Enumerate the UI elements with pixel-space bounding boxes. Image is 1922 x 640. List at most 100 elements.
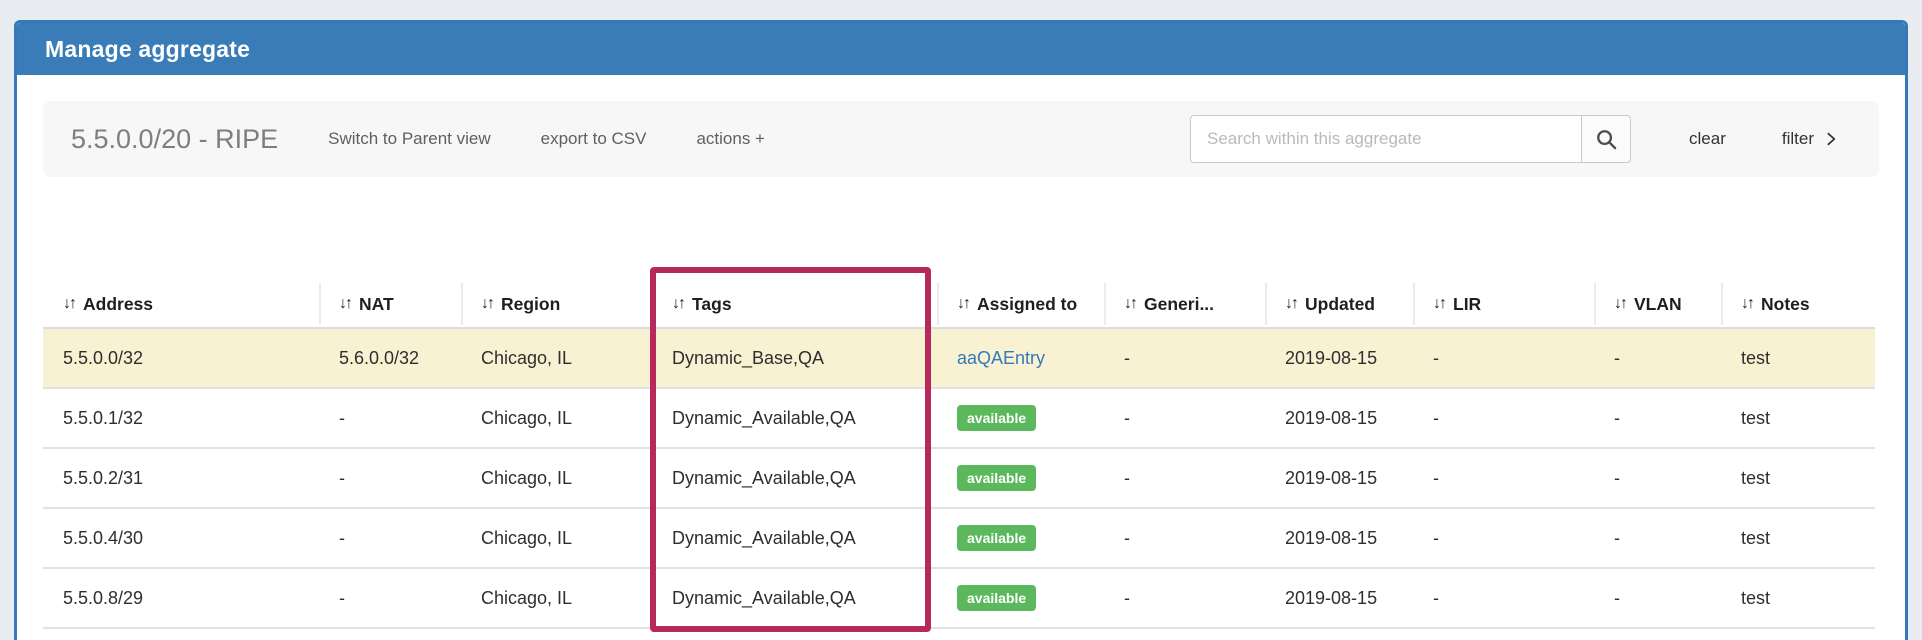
column-header-vlan[interactable]: ↓↑ VLAN [1594, 281, 1721, 327]
cell-nat: 5.6.0.0/32 [319, 329, 461, 389]
sort-icon: ↓↑ [1614, 295, 1628, 312]
cell-address: 5.5.0.8/29 [43, 569, 319, 629]
search-group [1190, 115, 1632, 163]
cell-updated: 2019-08-15 [1265, 449, 1413, 509]
sort-icon: ↓↑ [672, 295, 686, 312]
cell-tags: Dynamic_Base,QA [652, 329, 937, 389]
table-row[interactable]: 5.5.0.0/32 5.6.0.0/32 Chicago, IL Dynami… [43, 329, 1875, 389]
table-row[interactable]: 5.5.0.2/31 - Chicago, IL Dynamic_Availab… [43, 449, 1875, 509]
column-header-notes[interactable]: ↓↑ Notes [1721, 281, 1875, 327]
column-label: Region [501, 293, 561, 314]
cell-generic: - [1104, 389, 1265, 449]
sort-icon: ↓↑ [63, 295, 77, 312]
chevron-right-icon [1823, 131, 1839, 147]
filter-button[interactable]: filter [1782, 129, 1839, 149]
cell-region: Chicago, IL [461, 449, 652, 509]
cell-region: Chicago, IL [461, 509, 652, 569]
assigned-entry-link[interactable]: aaQAEntry [957, 347, 1046, 368]
cell-tags: Dynamic_Available,QA [652, 509, 937, 569]
sort-icon: ↓↑ [957, 295, 971, 312]
sort-icon: ↓↑ [1285, 295, 1299, 312]
status-badge: available [957, 585, 1037, 611]
switch-parent-view-link[interactable]: Switch to Parent view [328, 129, 491, 148]
column-header-tags[interactable]: ↓↑ Tags [652, 281, 937, 327]
cell-region: Chicago, IL [461, 569, 652, 629]
cell-vlan: - [1594, 389, 1721, 449]
cell-updated: 2019-08-15 [1265, 329, 1413, 389]
column-header-lir[interactable]: ↓↑ LIR [1413, 281, 1594, 327]
cell-nat: - [319, 509, 461, 569]
sort-icon: ↓↑ [1433, 295, 1447, 312]
cell-address: 5.5.0.0/32 [43, 329, 319, 389]
cell-vlan: - [1594, 509, 1721, 569]
sort-icon: ↓↑ [481, 295, 495, 312]
aggregate-label: 5.5.0.0/20 - RIPE [71, 123, 279, 154]
sort-icon: ↓↑ [339, 295, 353, 312]
cell-region: Chicago, IL [461, 389, 652, 449]
cell-lir: - [1413, 389, 1594, 449]
cell-lir: - [1413, 569, 1594, 629]
column-header-region[interactable]: ↓↑ Region [461, 281, 652, 327]
cell-nat: - [319, 449, 461, 509]
cell-address: 5.5.0.2/31 [43, 449, 319, 509]
cell-lir: - [1413, 449, 1594, 509]
filter-label: filter [1781, 129, 1814, 148]
search-button[interactable] [1581, 115, 1632, 163]
cell-updated: 2019-08-15 [1265, 509, 1413, 569]
search-icon [1595, 128, 1618, 151]
panel-header: Manage aggregate [17, 23, 1905, 75]
column-label: NAT [359, 293, 394, 314]
cell-generic: - [1104, 329, 1265, 389]
cell-vlan: - [1594, 329, 1721, 389]
status-badge: available [957, 525, 1037, 551]
search-input[interactable] [1190, 115, 1583, 163]
cell-tags: Dynamic_Available,QA [652, 449, 937, 509]
actions-menu-button[interactable]: actions + [696, 129, 765, 148]
cell-assigned-to: available [937, 569, 1104, 629]
column-label: Generi... [1144, 293, 1215, 314]
column-label: Assigned to [977, 293, 1078, 314]
cell-updated: 2019-08-15 [1265, 569, 1413, 629]
table-row[interactable]: 5.5.0.4/30 - Chicago, IL Dynamic_Availab… [43, 509, 1875, 569]
panel-body: 5.5.0.0/20 - RIPE Switch to Parent view … [17, 75, 1905, 629]
toolbar: 5.5.0.0/20 - RIPE Switch to Parent view … [43, 101, 1879, 177]
column-header-assigned-to[interactable]: ↓↑ Assigned to [937, 281, 1104, 327]
cell-notes: test [1721, 329, 1875, 389]
column-header-address[interactable]: ↓↑ Address [43, 281, 319, 327]
table-row[interactable]: 5.5.0.8/29 - Chicago, IL Dynamic_Availab… [43, 569, 1875, 629]
column-label: Updated [1305, 293, 1375, 314]
cell-generic: - [1104, 449, 1265, 509]
clear-button[interactable]: clear [1689, 129, 1726, 148]
cell-assigned-to: available [937, 509, 1104, 569]
cell-address: 5.5.0.4/30 [43, 509, 319, 569]
table-header-row: ↓↑ Address ↓↑ NAT ↓↑ Region ↓↑ Tags [43, 281, 1875, 329]
status-badge: available [957, 465, 1037, 491]
cell-notes: test [1721, 449, 1875, 509]
cell-nat: - [319, 569, 461, 629]
cell-notes: test [1721, 509, 1875, 569]
cell-updated: 2019-08-15 [1265, 389, 1413, 449]
table-row[interactable]: 5.5.0.1/32 - Chicago, IL Dynamic_Availab… [43, 389, 1875, 449]
sort-icon: ↓↑ [1741, 295, 1755, 312]
cell-nat: - [319, 389, 461, 449]
cell-region: Chicago, IL [461, 329, 652, 389]
aggregate-table: ↓↑ Address ↓↑ NAT ↓↑ Region ↓↑ Tags [43, 281, 1879, 629]
cell-tags: Dynamic_Available,QA [652, 569, 937, 629]
cell-lir: - [1413, 329, 1594, 389]
status-badge: available [957, 405, 1037, 431]
column-label: LIR [1453, 293, 1482, 314]
column-header-generic[interactable]: ↓↑ Generi... [1104, 281, 1265, 327]
column-header-nat[interactable]: ↓↑ NAT [319, 281, 461, 327]
cell-lir: - [1413, 509, 1594, 569]
cell-notes: test [1721, 389, 1875, 449]
cell-generic: - [1104, 569, 1265, 629]
page-title: Manage aggregate [45, 35, 251, 62]
cell-vlan: - [1594, 449, 1721, 509]
export-csv-link[interactable]: export to CSV [540, 129, 647, 148]
column-header-updated[interactable]: ↓↑ Updated [1265, 281, 1413, 327]
cell-vlan: - [1594, 569, 1721, 629]
manage-aggregate-panel: Manage aggregate 5.5.0.0/20 - RIPE Switc… [14, 20, 1908, 640]
cell-assigned-to: aaQAEntry [937, 329, 1104, 389]
cell-tags: Dynamic_Available,QA [652, 389, 937, 449]
